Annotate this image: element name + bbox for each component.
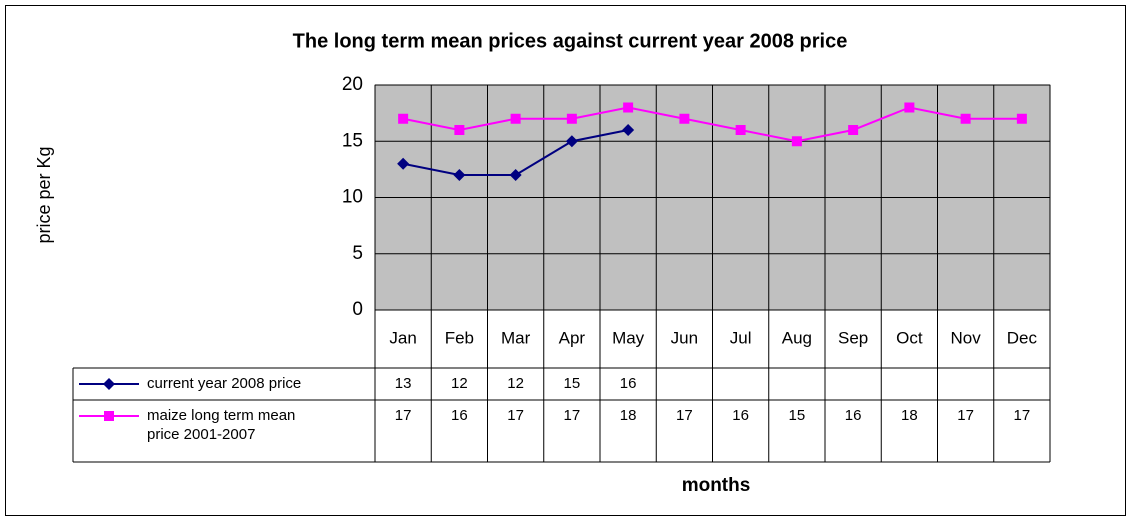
x-tick-label: Dec xyxy=(1007,328,1038,347)
y-axis-label: price per Kg xyxy=(34,146,54,243)
table-value: 17 xyxy=(507,407,524,424)
marker xyxy=(1016,113,1027,124)
legend-label: maize long term mean price 2001-2007 xyxy=(147,407,296,443)
table-value: 17 xyxy=(676,407,693,424)
marker xyxy=(510,113,521,124)
x-tick-label: Nov xyxy=(951,328,982,347)
legend-marker xyxy=(103,378,115,390)
series-line xyxy=(402,106,1022,143)
y-tick-label: 0 xyxy=(352,299,363,320)
marker xyxy=(735,125,746,135)
x-axis-label: months xyxy=(682,475,751,496)
x-tick-label: Apr xyxy=(559,328,586,347)
x-tick-label: Mar xyxy=(501,328,531,347)
table-value: 18 xyxy=(901,407,918,424)
table-value: 17 xyxy=(395,407,412,424)
table-value: 16 xyxy=(845,407,862,424)
chart-title: The long term mean prices against curren… xyxy=(293,30,848,52)
table-value: 15 xyxy=(789,407,806,424)
table-value: 15 xyxy=(564,375,581,392)
table-value: 17 xyxy=(564,407,581,424)
y-tick-label: 5 xyxy=(352,243,363,264)
table-value: 16 xyxy=(732,407,749,424)
table-value: 12 xyxy=(451,375,468,392)
marker xyxy=(623,102,634,113)
marker xyxy=(453,169,466,181)
marker xyxy=(398,113,409,124)
x-tick-label: Jul xyxy=(730,328,752,347)
marker xyxy=(509,169,522,181)
table-value: 16 xyxy=(451,407,468,424)
marker xyxy=(848,125,859,135)
table-value: 16 xyxy=(620,375,637,392)
legend-label: current year 2008 price xyxy=(147,375,302,392)
marker xyxy=(566,113,577,124)
x-tick-label: Jun xyxy=(671,328,698,347)
marker xyxy=(397,157,410,170)
x-tick-label: Aug xyxy=(782,328,812,347)
x-tick-label: Sep xyxy=(838,328,868,347)
y-tick-label: 10 xyxy=(342,187,363,208)
marker xyxy=(679,113,690,124)
marker xyxy=(622,124,635,136)
marker xyxy=(454,125,465,135)
legend-marker xyxy=(104,411,114,421)
x-tick-label: Oct xyxy=(896,328,923,347)
y-tick-label: 20 xyxy=(342,74,363,95)
x-tick-label: May xyxy=(612,328,645,347)
table-value: 12 xyxy=(507,375,524,392)
table-value: 18 xyxy=(620,407,637,424)
marker xyxy=(791,136,802,147)
marker xyxy=(904,102,915,113)
y-tick-label: 15 xyxy=(342,130,363,151)
table-value: 17 xyxy=(957,407,974,424)
marker xyxy=(960,113,971,124)
table-value: 17 xyxy=(1014,407,1031,424)
x-tick-label: Feb xyxy=(445,328,474,347)
table-value: 13 xyxy=(395,375,412,392)
marker xyxy=(565,135,578,148)
x-tick-label: Jan xyxy=(389,328,416,347)
